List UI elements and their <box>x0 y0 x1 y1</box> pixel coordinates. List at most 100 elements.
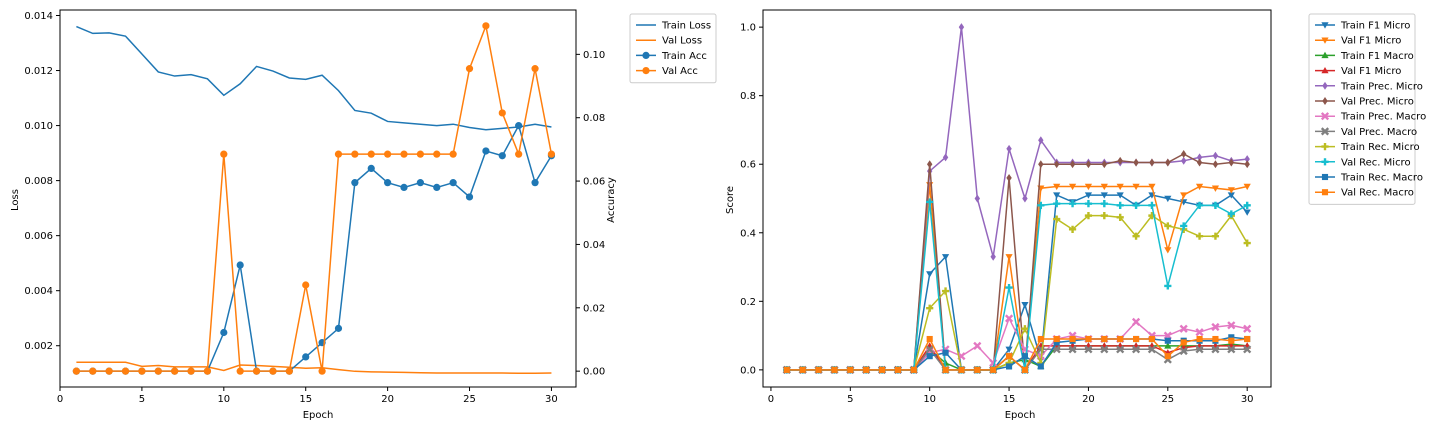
score-series-0-point-29 <box>1227 192 1235 199</box>
score-series-0-point-25 <box>1164 195 1172 203</box>
loss-series-3-point-11 <box>236 367 244 375</box>
loss-series-3-point-14 <box>285 367 293 375</box>
score-series-6-point-23 <box>1131 317 1141 326</box>
loss-series-3-point-3 <box>105 367 113 375</box>
score-series-5-point-19 <box>1069 160 1076 169</box>
score-series-2-point-25 <box>1164 342 1172 349</box>
loss-y-axis-label: Loss <box>10 189 21 211</box>
loss-series-3-point-7 <box>171 367 179 375</box>
score-series-5-point-27 <box>1196 158 1203 167</box>
loss-series-0-line <box>76 25 552 131</box>
loss-series-3-point-17 <box>334 150 343 158</box>
score-series-6-point-26 <box>1179 324 1188 333</box>
loss-series-3-point-26 <box>482 22 490 30</box>
loss-series-3-point-28 <box>515 150 523 158</box>
loss-series-2-point-24 <box>449 179 457 187</box>
score-x-tick-label-3: 15 <box>1003 394 1016 405</box>
loss-series-3-point-27 <box>498 109 506 117</box>
score-series-9-point-18 <box>1053 200 1061 208</box>
score-series-4 <box>784 23 1250 374</box>
score-series-7-point-21 <box>1100 345 1109 354</box>
loss-series-1 <box>76 361 552 374</box>
score-plot-frame <box>762 9 1272 388</box>
score-series-11-point-12 <box>958 366 965 373</box>
score-series-4-point-30 <box>1244 155 1250 164</box>
score-legend-marker-11 <box>1321 189 1329 196</box>
accuracy-y-ticks: 0.00 0.02 0.04 0.06 0.08 0.10 <box>576 50 605 378</box>
loss-x-tick-label-2: 10 <box>217 394 230 405</box>
score-series-7-point-19 <box>1068 345 1077 354</box>
score-series-8-point-30 <box>1243 239 1251 247</box>
score-series-7-point-29 <box>1227 345 1236 354</box>
loss-series-3-point-23 <box>433 150 441 158</box>
loss-legend-label-0: Train Loss <box>661 21 711 32</box>
loss-series-2-point-18 <box>351 179 359 187</box>
score-series-5-point-29 <box>1228 158 1235 167</box>
score-series-1-point-22 <box>1116 183 1124 191</box>
score-series-4-point-14 <box>990 252 996 261</box>
score-series-4-point-13 <box>974 194 981 203</box>
score-series-11-point-27 <box>1196 335 1203 343</box>
score-x-tick-label-0: 0 <box>768 394 774 405</box>
loss-series-2 <box>72 122 556 375</box>
accuracy-y-tick-label-5: 0.10 <box>583 50 605 61</box>
score-series-11-point-11 <box>942 366 949 373</box>
loss-series-2-point-23 <box>433 183 441 192</box>
score-x-tick-label-4: 20 <box>1082 394 1095 405</box>
score-series-11-point-1 <box>783 366 790 373</box>
score-series-7-point-10 <box>925 345 934 354</box>
score-series-7-point-28 <box>1211 345 1220 354</box>
score-x-tick-label-6: 30 <box>1241 394 1254 405</box>
accuracy-y-tick-label-4: 0.08 <box>583 113 605 124</box>
loss-series-3 <box>72 22 556 375</box>
loss-series-3-point-12 <box>252 367 261 375</box>
loss-y-tick-label-4: 0.010 <box>24 121 53 132</box>
score-series-11-point-9 <box>910 366 917 373</box>
score-y-tick-label-4: 0.8 <box>740 91 756 102</box>
score-legend-label-0: Train F1 Micro <box>1340 21 1410 32</box>
score-series-11-point-4 <box>831 366 838 373</box>
score-series-7-point-24 <box>1147 345 1157 354</box>
score-series-0-point-11 <box>941 254 950 261</box>
loss-legend-marker-2 <box>642 51 650 60</box>
score-series-9-point-29 <box>1227 210 1235 218</box>
score-series-1-point-15 <box>1005 254 1013 261</box>
loss-series-3-point-15 <box>302 281 310 289</box>
loss-legend-marker-3 <box>642 67 650 75</box>
score-series-6-point-30 <box>1243 324 1252 333</box>
score-series-8-point-19 <box>1068 225 1077 233</box>
loss-series-3-point-5 <box>138 367 146 375</box>
score-series-8-point-22 <box>1116 213 1124 221</box>
score-series-1-point-25 <box>1164 247 1172 254</box>
score-series-1-point-27 <box>1195 183 1204 191</box>
loss-series-3-point-19 <box>367 150 375 158</box>
score-series-1-point-30 <box>1243 183 1251 191</box>
loss-accuracy-legend: Train Loss Val Loss Train Acc Val Acc <box>629 13 717 84</box>
score-series-5-point-23 <box>1133 158 1139 167</box>
score-series-4-point-17 <box>1038 136 1044 145</box>
score-y-tick-label-2: 0.4 <box>740 228 756 239</box>
score-series-11-point-18 <box>1053 335 1060 343</box>
score-legend-label-2: Train F1 Macro <box>1340 51 1414 62</box>
loss-legend-label-1: Val Loss <box>662 36 702 47</box>
score-series-7-line <box>786 348 1248 371</box>
score-series-5-point-17 <box>1038 160 1044 169</box>
score-legend-marker-7 <box>1320 127 1330 136</box>
score-legend-marker-9 <box>1321 158 1329 166</box>
loss-x-tick-label-0: 0 <box>57 394 63 405</box>
score-legend-marker-3 <box>1321 67 1329 74</box>
loss-y-ticks: 0.002 0.004 0.006 0.008 0.010 0.012 0.014 <box>24 11 60 352</box>
score-series-11-point-14 <box>990 366 997 373</box>
score-series-11-point-28 <box>1212 335 1219 343</box>
loss-y-tick-label-3: 0.008 <box>24 176 53 187</box>
loss-series-1-line <box>76 361 552 374</box>
loss-series-3-point-18 <box>351 150 359 158</box>
loss-series-2-point-10 <box>220 328 228 337</box>
score-series-4-point-12 <box>958 23 965 32</box>
score-series-0-point-10 <box>926 271 934 278</box>
score-series-11-point-7 <box>879 366 886 373</box>
score-series-9-point-30 <box>1243 201 1251 209</box>
score-series-10-point-29 <box>1228 334 1235 341</box>
score-legend-label-10: Train Rec. Macro <box>1340 173 1423 184</box>
score-series-5-point-25 <box>1165 158 1171 167</box>
